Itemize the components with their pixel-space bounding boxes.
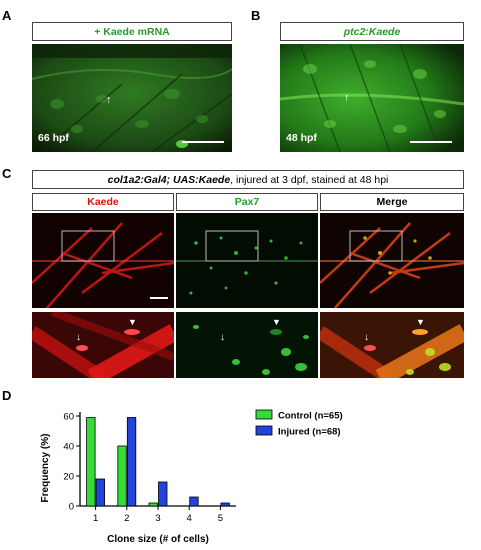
y-tick-label: 20 [63,472,74,483]
pax7-overview-image [176,213,318,308]
arrow-icon: ↓ [220,332,225,343]
x-tick-label: 1 [93,513,98,524]
y-tick-label: 40 [63,442,74,453]
panel-b-header: ptc2:Kaede [280,22,464,41]
arrowhead-icon: ▼ [272,317,281,327]
panel-c-title-genotype: col1a2:Gal4; UAS:Kaede [107,173,231,186]
panel-letter-b: B [251,8,261,23]
merge-overview-image [320,213,464,308]
panel-letter-c: C [2,166,12,181]
column-header-pax7: Pax7 [176,193,318,211]
x-tick-label: 2 [124,513,129,524]
y-axis-label: Frequency (%) [40,434,51,503]
scale-bar [182,141,224,143]
bar [158,481,168,507]
arrowhead-icon: ▼ [416,317,425,327]
panel-a-micrograph: ↑ 66 hpf [32,44,232,152]
x-axis-label: Clone size (# of cells) [107,534,209,545]
x-tick-label: 4 [187,513,192,524]
bar [117,445,127,507]
scale-bar [410,141,452,143]
arrow-icon: ↑ [106,94,112,106]
x-tick-label: 5 [218,513,223,524]
x-tick-label: 3 [155,513,160,524]
legend-label: Injured (n=68) [278,427,341,438]
arrow-icon: ↓ [364,332,369,343]
pax7-zoom-image: ↓ ▼ [176,312,318,378]
scale-bar [150,297,168,299]
bar [220,502,230,507]
arrow-icon: ↑ [344,92,350,104]
arrow-icon: ↓ [76,332,81,343]
panel-a-header: + Kaede mRNA [32,22,232,41]
panel-a-timepoint: 66 hpf [38,132,69,144]
merge-zoom-image: ↓ ▼ [320,312,464,378]
bar [86,417,96,507]
arrowhead-icon: ▼ [128,317,137,327]
bar [189,496,199,507]
y-tick-label: 60 [63,412,74,423]
panel-letter-d: D [2,388,12,403]
panel-b-timepoint: 48 hpf [286,132,317,144]
column-header-kaede: Kaede [32,193,174,211]
column-header-merge: Merge [320,193,464,211]
legend-label: Control (n=65) [278,411,343,422]
y-tick-label: 0 [69,502,74,513]
panel-c-title-rest: , injured at 3 dpf, stained at 48 hpi [230,173,389,186]
panel-letter-a: A [2,8,12,23]
bar [148,502,158,507]
bar [95,478,105,507]
kaede-overview-image [32,213,174,308]
panel-c-title: col1a2:Gal4; UAS:Kaede, injured at 3 dpf… [32,170,464,189]
clone-size-chart: 0 20 40 60 1 2 3 4 5 Frequency (%) Clone size (#… [40,409,343,545]
legend-swatch [255,425,273,436]
bar [126,417,137,507]
legend-swatch [255,409,273,420]
kaede-zoom-image: ↓ ▼ [32,312,174,378]
panel-b-micrograph: ↑ 48 hpf [280,44,464,152]
